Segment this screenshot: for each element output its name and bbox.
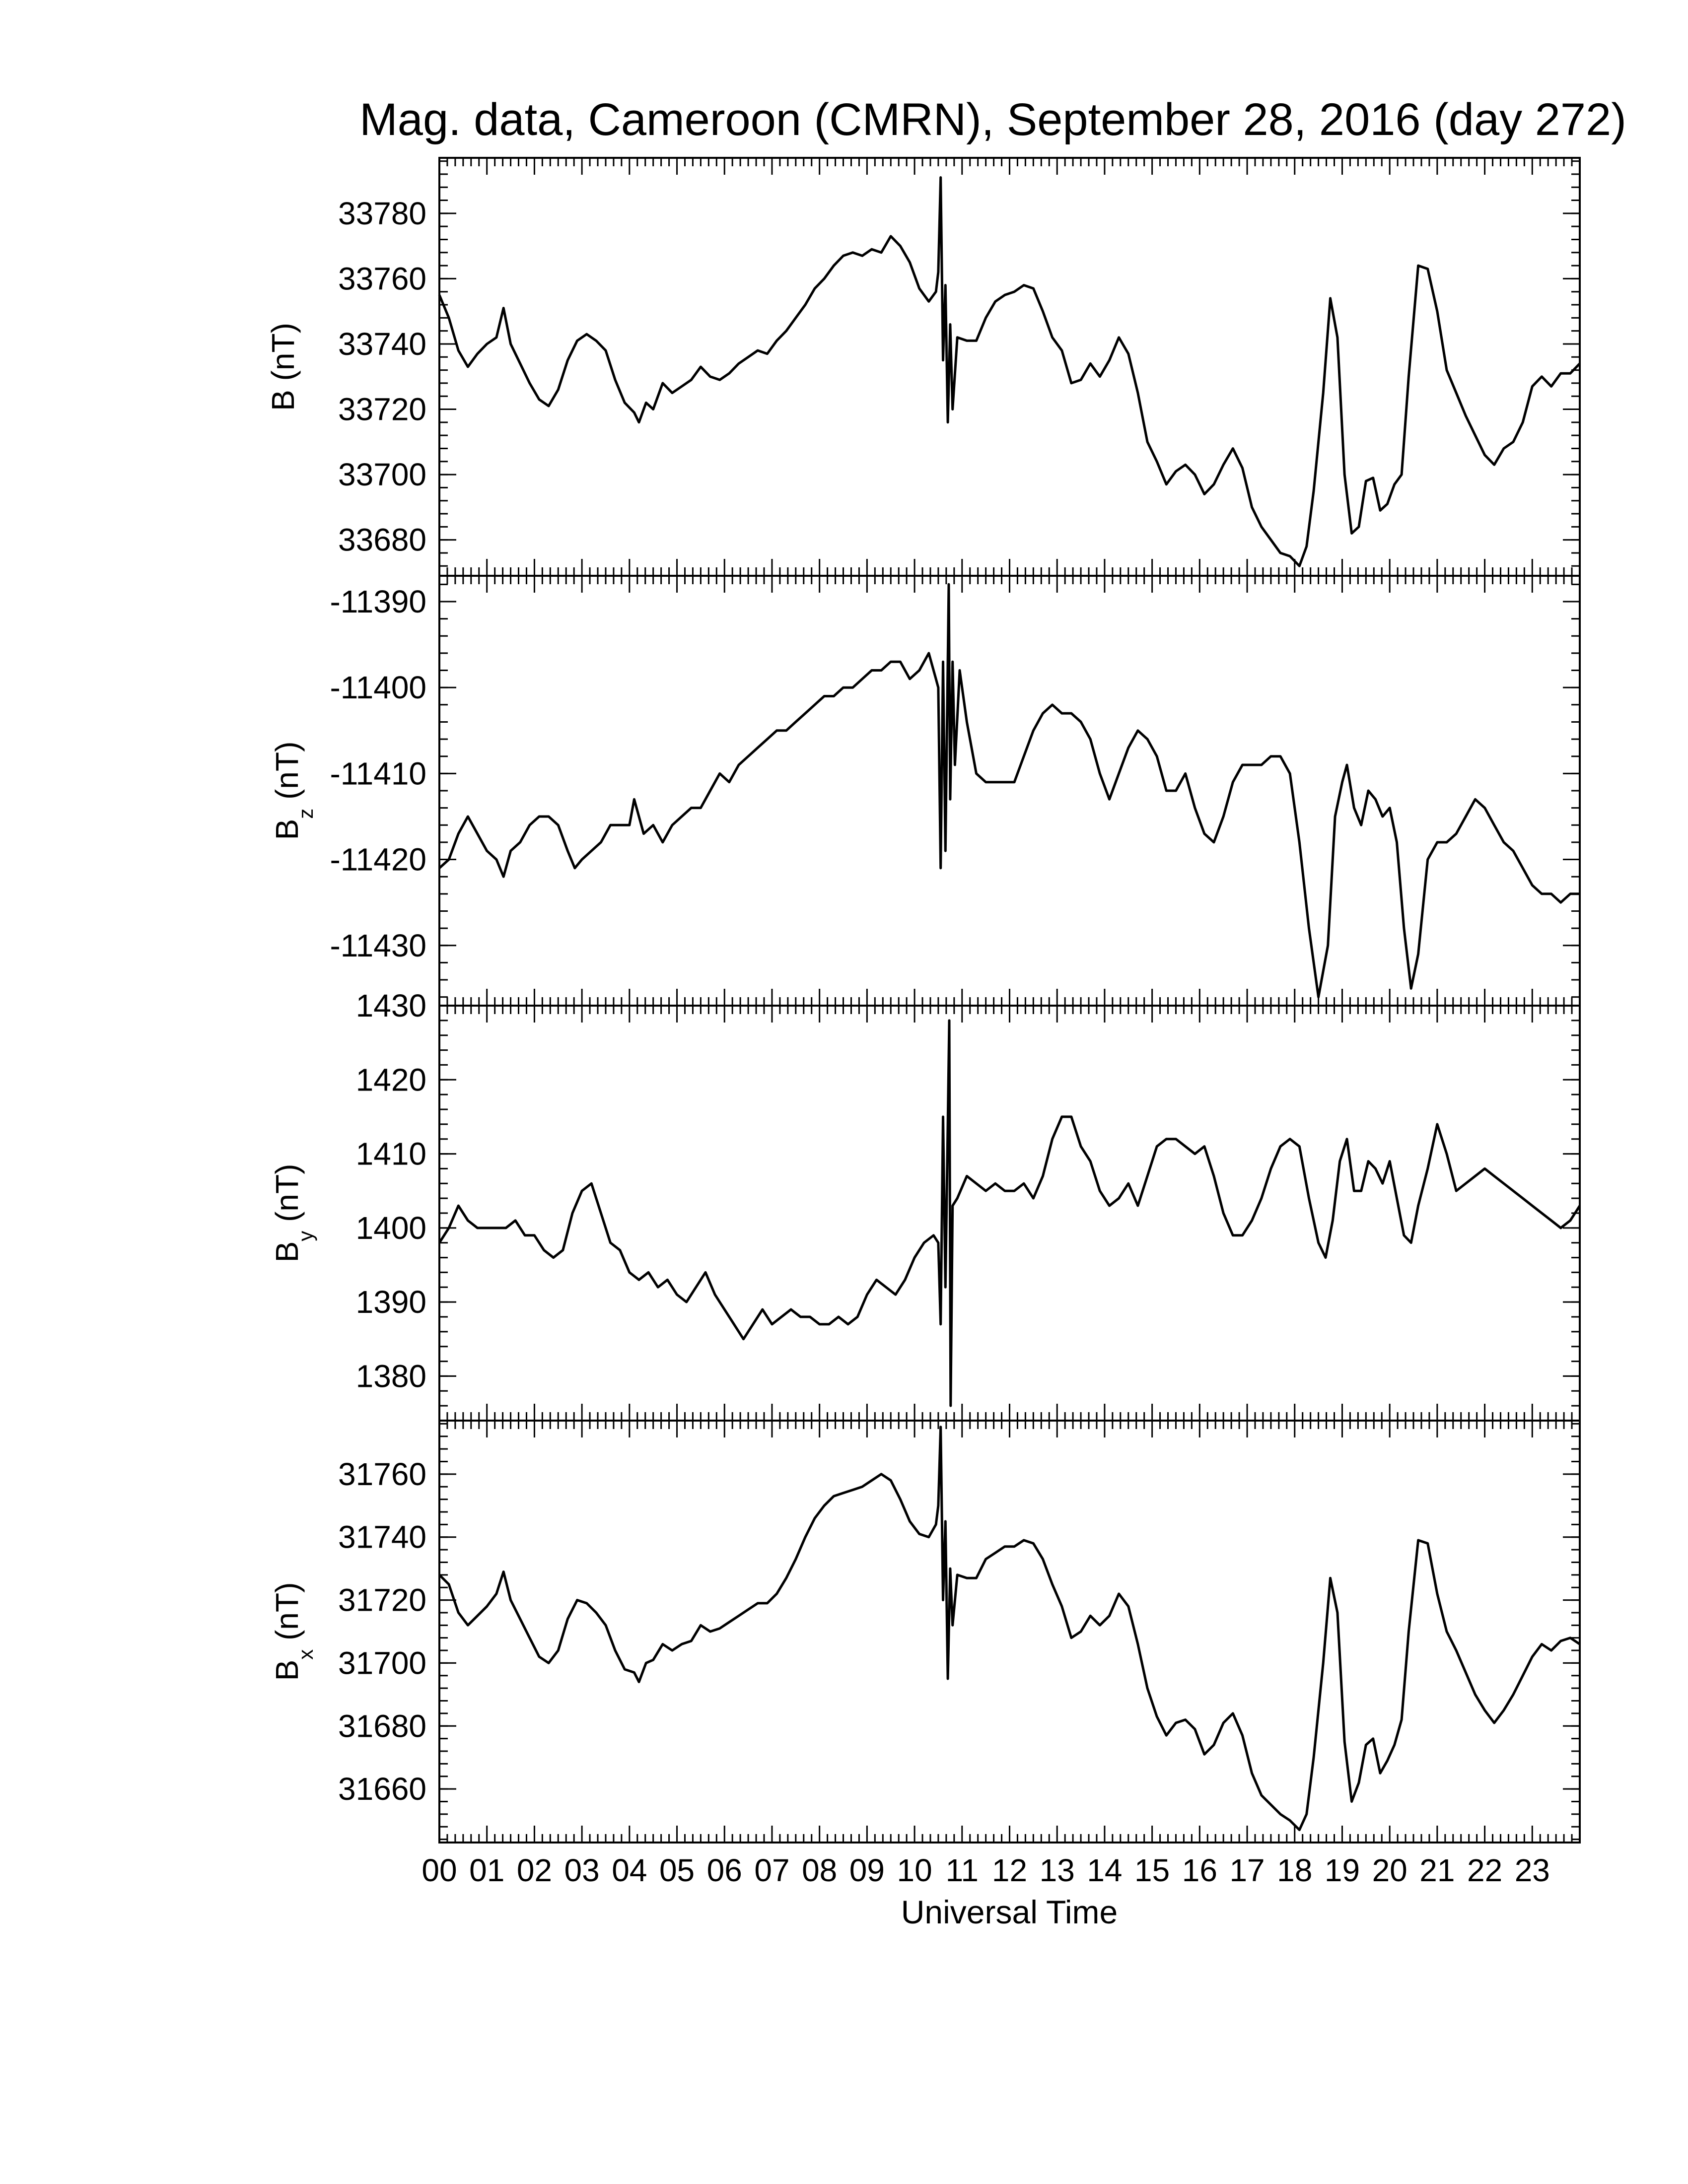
y-tick-label: 31720 [338,1582,426,1618]
y-tick-label: 33700 [338,457,426,492]
y-tick-label: 1390 [356,1284,426,1320]
panel-By: 1430 1420 1410 1400 1390 1380 By (nT) [269,988,1581,1422]
y-axis-label-subscript: y [294,1231,317,1241]
series-line-By [438,1019,1581,1407]
x-tick-label: 17 [1229,1852,1265,1888]
y-tick-label: 31740 [338,1519,426,1555]
x-tick-label: 12 [992,1852,1027,1888]
x-tick-label: 14 [1087,1852,1122,1888]
panel-Bz: -11390 -11400 -11410 -11420 -11430 Bz (nT) [269,575,1581,1007]
series-line-B [438,176,1581,567]
y-tick-label: 33680 [338,522,426,558]
y-tick-label: 33760 [338,261,426,296]
y-tick-label: 31700 [338,1645,426,1681]
y-tick-label: 1410 [356,1136,426,1172]
y-axis-label-main: B [269,819,305,840]
x-tick-label: 09 [849,1852,885,1888]
y-tick-label: 33740 [338,326,426,362]
x-tick-label: 18 [1277,1852,1312,1888]
x-tick-label: 22 [1467,1852,1502,1888]
y-axis-label-main: B [269,1660,305,1681]
x-tick-label: 20 [1372,1852,1407,1888]
panel-Bx: 31760 31740 31720 31700 31680 31660 Bx (nT) [269,1420,1581,1843]
x-tick-label: 13 [1040,1852,1075,1888]
y-tick-label: 31680 [338,1708,426,1744]
panel-frame [438,1005,1581,1422]
panel-frame [438,575,1581,1007]
x-tick-label: 02 [517,1852,552,1888]
y-tick-label: 1420 [356,1062,426,1097]
x-tick-label: 10 [897,1852,932,1888]
x-tick-label: 00 [422,1852,457,1888]
y-axis-label-unit: (nT) [265,323,301,390]
x-tick-label: 03 [564,1852,600,1888]
x-tick-label: 21 [1419,1852,1455,1888]
y-tick-label: 1380 [356,1358,426,1394]
y-tick-label: 1430 [356,988,426,1024]
y-axis-label-main: B [269,1241,305,1263]
x-tick-label: 07 [754,1852,789,1888]
chart-title: Mag. data, Cameroon (CMRN), September 28… [359,94,1626,145]
y-tick-label: 1400 [356,1210,426,1246]
x-tick-label: 11 [946,1852,979,1888]
y-axis-label-subscript: z [294,809,317,819]
y-axis-label-subscript: x [294,1649,317,1660]
series-line-Bz [438,583,1580,999]
y-axis-label: Bx (nT) [269,1582,317,1681]
x-tick-label: 04 [612,1852,647,1888]
y-tick-label: -11400 [330,670,426,705]
x-tick-label: 06 [707,1852,742,1888]
y-tick-label: -11420 [330,842,426,878]
panel-B: 33780 33760 33740 33720 33700 33680 B (nT) [265,157,1581,577]
y-tick-label: -11410 [330,755,426,791]
y-axis-label: B (nT) [265,323,301,411]
y-tick-label: -11430 [330,928,426,963]
y-axis-label-unit: (nT) [269,1582,305,1649]
x-tick-label: 01 [469,1852,504,1888]
series-line-Bx [438,1426,1581,1832]
x-tick-label: 08 [802,1852,837,1888]
y-tick-label: 31660 [338,1771,426,1807]
y-tick-label: 33720 [338,392,426,427]
x-tick-label: 23 [1515,1852,1550,1888]
x-tick-label: 16 [1182,1852,1217,1888]
x-tick-label: 15 [1134,1852,1170,1888]
y-axis-label-unit: (nT) [269,742,305,809]
x-axis-label: Universal Time [901,1894,1118,1930]
y-tick-label: 33780 [338,196,426,231]
x-tick-label: 19 [1325,1852,1360,1888]
y-axis-label: By (nT) [269,1164,317,1263]
y-axis-label-main: B [265,390,301,411]
y-tick-label: 31760 [338,1456,426,1492]
y-axis-label-unit: (nT) [269,1164,305,1231]
y-axis-label: Bz (nT) [269,742,317,840]
x-tick-label: 05 [659,1852,695,1888]
y-tick-label: -11390 [330,584,426,619]
